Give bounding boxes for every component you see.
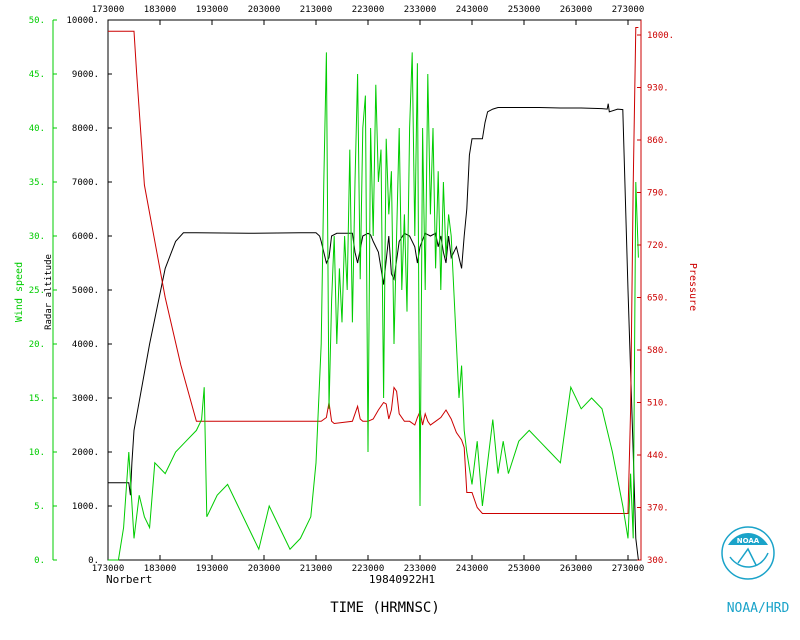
wind-axis-label: Wind speed — [14, 262, 25, 322]
x-tick-label-top: 213000 — [300, 5, 333, 15]
labels: Wind speed Radar altitude Pressure Norbe… — [14, 254, 789, 616]
pressure-tick-label: 720. — [647, 241, 669, 251]
svg-text:NOAA: NOAA — [737, 537, 760, 545]
x-tick-label-bottom: 223000 — [352, 564, 385, 574]
altitude-tick-label: 4000. — [72, 340, 99, 350]
x-tick-label-bottom: 263000 — [560, 564, 593, 574]
altitude-tick-label: 6000. — [72, 232, 99, 242]
wind-tick-label: 35. — [29, 178, 45, 188]
plot-area — [107, 19, 642, 561]
x-tick-label-bottom: 243000 — [456, 564, 489, 574]
storm-name: Norbert — [106, 573, 152, 586]
logo-text: NOAA/HRD — [727, 601, 790, 616]
altitude-tick-label: 10000. — [66, 16, 99, 26]
x-tick-label-bottom: 273000 — [612, 564, 645, 574]
x-tick-label-top: 183000 — [144, 5, 177, 15]
x-tick-label-bottom: 173000 — [92, 564, 125, 574]
x-tick-label-top: 223000 — [352, 5, 385, 15]
flight-id: 19840922H1 — [369, 573, 435, 586]
wind-tick-label: 40. — [29, 124, 45, 134]
x-tick-label-top: 173000 — [92, 5, 125, 15]
x-tick-label-bottom: 253000 — [508, 564, 541, 574]
altitude-tick-label: 3000. — [72, 394, 99, 404]
x-tick-label-top: 233000 — [404, 5, 437, 15]
x-tick-label-bottom: 183000 — [144, 564, 177, 574]
x-tick-label-top: 273000 — [612, 5, 645, 15]
pressure-tick-label: 510. — [647, 399, 669, 409]
radar-altitude-line — [108, 103, 639, 561]
pressure-axis-label: Pressure — [687, 263, 698, 311]
noaa-logo: NOAA — [721, 526, 775, 580]
wind-tick-label: 25. — [29, 286, 45, 296]
x-tick-label-top: 243000 — [456, 5, 489, 15]
altitude-tick-label: 9000. — [72, 70, 99, 80]
series-group — [108, 27, 639, 561]
pressure-tick-label: 440. — [647, 451, 669, 461]
pressure-tick-label: 580. — [647, 346, 669, 356]
wind-tick-label: 45. — [29, 70, 45, 80]
wind-tick-label: 5. — [34, 502, 45, 512]
pressure-tick-label: 300. — [647, 556, 669, 566]
wind-tick-label: 20. — [29, 340, 45, 350]
pressure-tick-label: 370. — [647, 504, 669, 514]
wind-tick-label: 0. — [34, 556, 45, 566]
axes: 173000 173000 183000 183000 193000 193000 2030… — [29, 5, 674, 574]
wind-tick-label: 15. — [29, 394, 45, 404]
wind-tick-label: 10. — [29, 448, 45, 458]
x-tick-label-top: 203000 — [248, 5, 281, 15]
pressure-tick-label: 930. — [647, 84, 669, 94]
altitude-axis-label: Radar altitude — [44, 254, 54, 330]
pressure-line — [108, 27, 639, 514]
x-tick-label-top: 193000 — [196, 5, 229, 15]
x-axis-title: TIME (HRMNSC) — [330, 600, 440, 616]
wind-tick-label: 30. — [29, 232, 45, 242]
plot-frame — [107, 19, 642, 561]
pressure-tick-label: 1000. — [647, 31, 674, 41]
altitude-tick-label: 7000. — [72, 178, 99, 188]
x-tick-label-top: 253000 — [508, 5, 541, 15]
wind-tick-label: 50. — [29, 16, 45, 26]
altitude-tick-label: 1000. — [72, 502, 99, 512]
x-tick-label-top: 263000 — [560, 5, 593, 15]
x-tick-label-bottom: 193000 — [196, 564, 229, 574]
wind-speed-line — [108, 52, 639, 561]
pressure-tick-label: 650. — [647, 294, 669, 304]
altitude-tick-label: 0. — [88, 556, 99, 566]
pressure-tick-label: 860. — [647, 136, 669, 146]
pressure-tick-label: 790. — [647, 189, 669, 199]
altitude-tick-label: 5000. — [72, 286, 99, 296]
x-tick-label-bottom: 203000 — [248, 564, 281, 574]
x-tick-label-bottom: 233000 — [404, 564, 437, 574]
altitude-tick-label: 8000. — [72, 124, 99, 134]
altitude-tick-label: 2000. — [72, 448, 99, 458]
x-tick-label-bottom: 213000 — [300, 564, 333, 574]
